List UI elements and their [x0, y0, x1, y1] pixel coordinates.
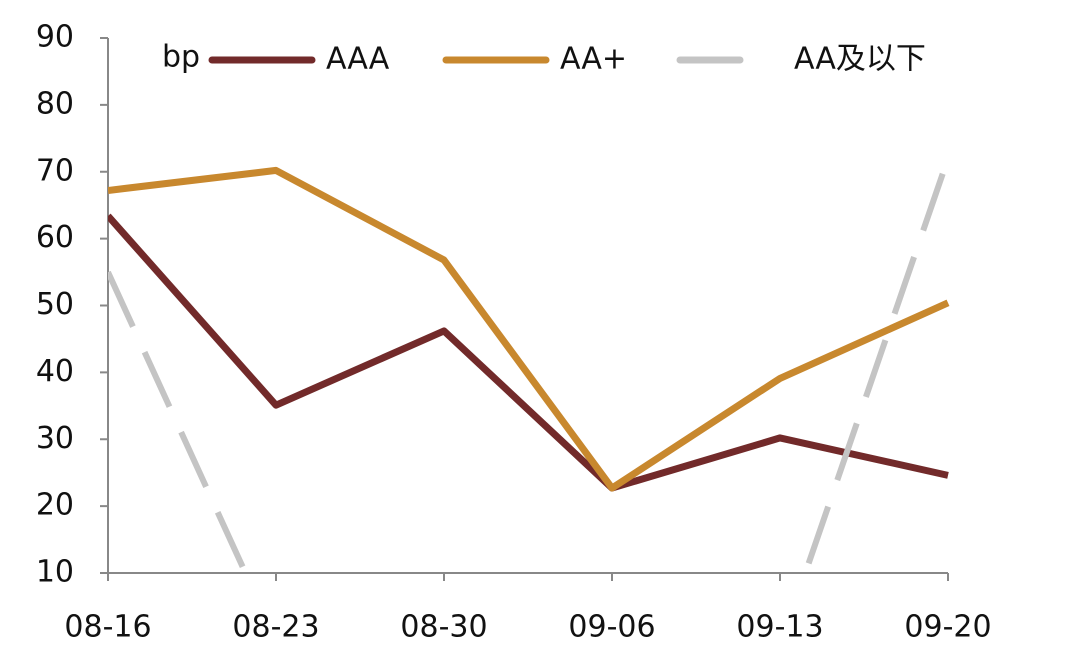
- plot-area: [108, 157, 951, 573]
- y-tick-label: 20: [36, 488, 74, 523]
- unit-label: bp: [162, 40, 200, 75]
- series-line: [108, 157, 951, 573]
- x-tick-label: 08-16: [64, 610, 151, 645]
- legend-label: AA+: [560, 42, 627, 77]
- x-tick-label: 09-13: [736, 610, 823, 645]
- x-tick-label: 08-23: [232, 610, 319, 645]
- x-tick-label: 08-30: [400, 610, 487, 645]
- series-line: [108, 166, 950, 492]
- y-tick-label: 10: [36, 555, 74, 590]
- y-tick-label: 80: [36, 86, 74, 121]
- y-tick-label: 50: [36, 287, 74, 322]
- y-tick-label: 90: [36, 20, 74, 55]
- series-line: [108, 213, 949, 492]
- x-tick-label: 09-06: [568, 610, 655, 645]
- y-tick-label: 40: [36, 354, 74, 389]
- y-tick-label: 60: [36, 220, 74, 255]
- y-tick-label: 70: [36, 153, 74, 188]
- legend-label: AA及以下: [794, 42, 926, 77]
- legend-label: AAA: [326, 42, 390, 77]
- y-tick-label: 30: [36, 421, 74, 456]
- x-tick-label: 09-20: [904, 610, 991, 645]
